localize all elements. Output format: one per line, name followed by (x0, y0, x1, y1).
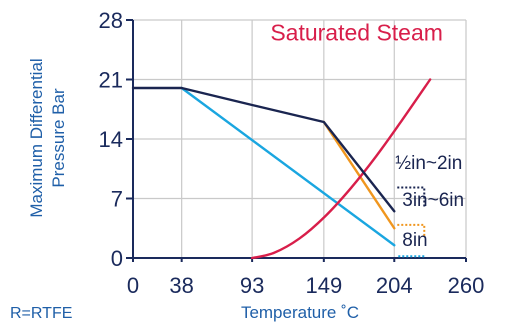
x-tick-label: 0 (127, 273, 139, 298)
legend-dotted-box-half-to-2in (397, 186, 426, 207)
series-line-half-to-2in (131, 86, 396, 213)
data-series (131, 78, 432, 260)
y-axis-label-line2: Pressure Bar (49, 88, 68, 188)
y-axis-label-line1: Maximum Differential (27, 58, 46, 217)
y-tick-label: 14 (99, 127, 123, 152)
grid (133, 19, 467, 258)
legend-dotted-box-3in-to-6in (397, 223, 426, 236)
y-tick-label: 0 (111, 246, 123, 271)
series-label-8in: 8in (402, 230, 427, 251)
x-tick-label: 204 (376, 273, 413, 298)
y-tick-label: 21 (99, 68, 123, 93)
x-tick-label: 38 (169, 273, 193, 298)
tick-labels: 0 7 14 21 28 0 38 93 149 204 260 (99, 8, 485, 298)
x-tick-label: 149 (305, 273, 342, 298)
series-label-saturated-steam: Saturated Steam (270, 19, 443, 45)
footnote: R=RTFE (10, 305, 72, 322)
axes (126, 19, 467, 262)
y-tick-label: 28 (99, 8, 123, 33)
x-tick-label: 93 (240, 273, 264, 298)
y-tick-label: 7 (111, 187, 123, 212)
series-line-saturated-steam (250, 78, 432, 260)
x-tick-label: 260 (448, 273, 485, 298)
x-axis-label: Temperature ˚C (241, 303, 359, 322)
series-label-3in-to-6in: 3in~6in (402, 190, 464, 211)
series-label-half-to-2in: ½in~2in (395, 153, 462, 174)
series-labels: Saturated Steam ½in~2in 3in~6in 8in (270, 19, 464, 258)
series-line-3in-to-6in (322, 120, 396, 230)
series-line-8in (180, 86, 396, 247)
